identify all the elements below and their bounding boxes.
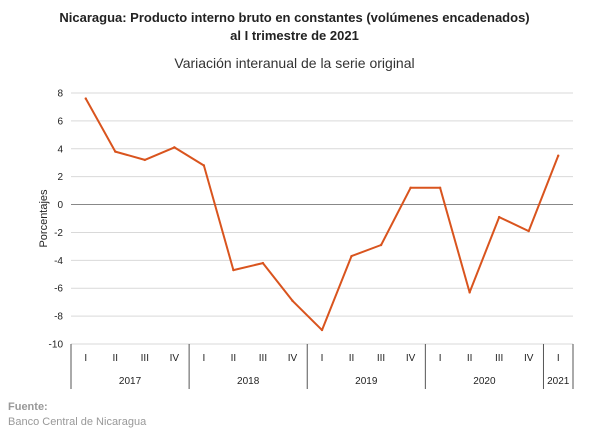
y-tick-label: 8: [57, 89, 63, 100]
data-point: [409, 186, 412, 190]
data-point: [143, 158, 147, 162]
source-text: Banco Central de Nicaragua: [8, 416, 147, 428]
x-year-label: 2021: [547, 376, 570, 387]
data-point: [114, 150, 117, 153]
grid-lines: [71, 92, 573, 345]
x-tick-label: III: [259, 353, 267, 364]
data-point: [84, 97, 87, 100]
chart-title-line1: Nicaragua: Producto interno bruto en con…: [59, 10, 530, 25]
y-tick-label: 0: [57, 200, 63, 211]
data-point: [497, 215, 501, 219]
source-label: Fuente:: [8, 401, 48, 413]
data-point: [350, 254, 353, 258]
data-point: [557, 154, 560, 157]
y-tick-label: 6: [57, 116, 63, 127]
y-tick-label: -8: [54, 312, 63, 323]
y-tick-label: -4: [54, 256, 63, 267]
x-year-label: 2018: [237, 376, 260, 387]
x-year-label: 2017: [119, 376, 142, 387]
y-axis-label: Porcentajes: [38, 189, 50, 248]
x-tick-label: II: [349, 353, 355, 364]
data-point: [232, 268, 235, 272]
x-tick-label: II: [467, 353, 473, 364]
x-tick-label: IV: [406, 353, 416, 364]
x-tick-label: II: [113, 353, 119, 364]
y-axis-ticks: 8 6 4 2 0 -2 -4 -6 -8 -10: [49, 89, 64, 351]
data-point: [291, 299, 294, 302]
x-tick-label: II: [231, 353, 237, 364]
x-tick-label: I: [557, 353, 560, 364]
x-tick-label: I: [84, 353, 87, 364]
x-year-label: 2019: [355, 376, 378, 387]
series-line: [84, 98, 560, 332]
y-tick-label: -10: [49, 340, 64, 351]
x-tick-label: III: [377, 353, 385, 364]
x-tick-label: I: [321, 353, 324, 364]
chart-title-line2: al I trimestre de 2021: [230, 28, 359, 43]
data-point: [379, 243, 383, 247]
data-point: [438, 186, 442, 190]
x-tick-label: IV: [288, 353, 298, 364]
data-point: [320, 328, 324, 332]
y-tick-label: -6: [54, 284, 63, 295]
x-tick-label: IV: [170, 353, 180, 364]
x-tick-label: III: [141, 353, 149, 364]
series-line-group: [84, 97, 560, 332]
x-tick-label: I: [439, 353, 442, 364]
x-tick-label: III: [495, 353, 503, 364]
x-tick-label: IV: [524, 353, 534, 364]
data-point: [202, 164, 206, 167]
data-point: [527, 229, 530, 233]
data-point: [261, 261, 265, 265]
chart-subtitle: Variación interanual de la serie origina…: [174, 55, 415, 71]
x-year-label: 2020: [473, 376, 496, 387]
x-tick-label: I: [202, 353, 205, 364]
data-point: [468, 291, 471, 294]
data-point: [173, 146, 176, 149]
y-tick-label: 2: [57, 172, 63, 183]
y-tick-label: -2: [54, 228, 63, 239]
y-tick-label: 4: [57, 144, 63, 155]
